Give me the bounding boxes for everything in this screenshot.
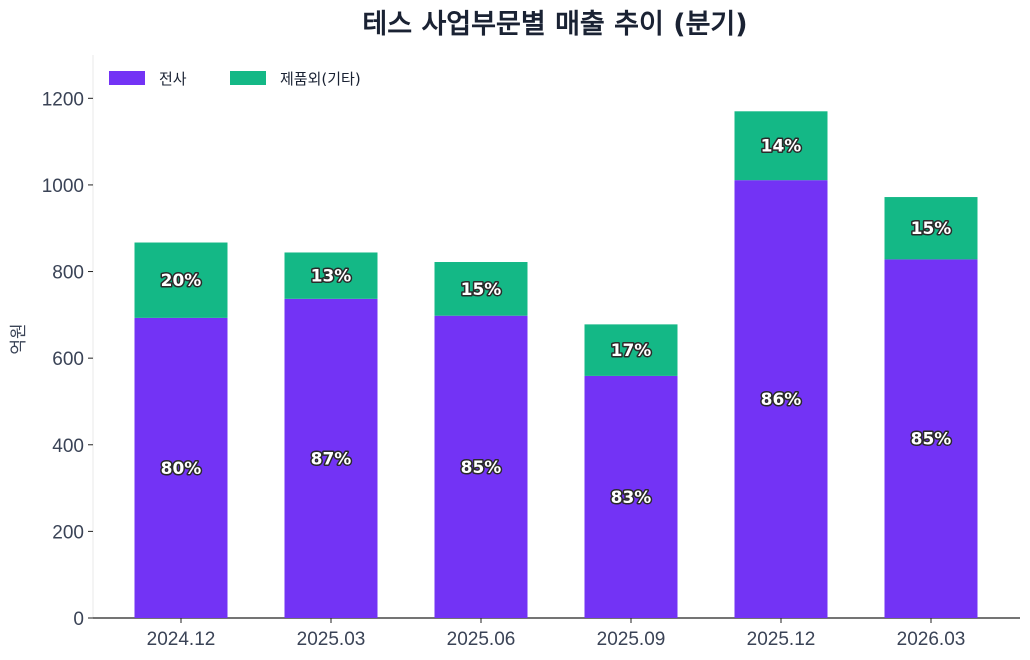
legend-swatch <box>109 71 145 85</box>
bar-segment <box>284 298 378 618</box>
x-tick-label: 2025.09 <box>597 629 666 650</box>
x-tick-label: 2025.03 <box>297 629 366 650</box>
bar-segment <box>584 324 678 376</box>
data-label: 14% <box>761 137 802 157</box>
data-label: 17% <box>611 341 652 361</box>
data-label: 83% <box>611 488 652 508</box>
y-tick-label: 800 <box>52 263 84 284</box>
legend-label: 제품외(기타) <box>280 70 361 88</box>
data-label: 13% <box>311 267 352 287</box>
bar-segment <box>134 317 228 618</box>
y-tick-label: 1200 <box>42 89 84 110</box>
x-tick-label: 2024.12 <box>147 629 216 650</box>
bars <box>134 111 978 618</box>
bar-segment <box>434 262 528 316</box>
data-label: 85% <box>911 430 952 450</box>
bar-segment <box>584 375 678 618</box>
legend: 전사 제품외(기타) <box>109 70 361 88</box>
y-tick-label: 1000 <box>42 176 84 197</box>
legend-swatch <box>230 71 266 85</box>
x-tick-label: 2025.06 <box>447 629 516 650</box>
y-tick-label: 400 <box>52 436 84 457</box>
data-label: 20% <box>161 271 202 291</box>
bar-segment <box>284 252 378 299</box>
data-label: 86% <box>761 390 802 410</box>
data-label: 87% <box>311 449 352 469</box>
bar-segment <box>734 180 828 618</box>
x-tick-label: 2025.12 <box>747 629 816 650</box>
bar-segment <box>434 315 528 618</box>
y-tick-label: 200 <box>52 522 84 543</box>
bar-segment <box>134 242 228 318</box>
y-tick-label: 600 <box>52 349 84 370</box>
data-label: 15% <box>911 219 952 239</box>
data-label: 80% <box>161 459 202 479</box>
legend-label: 전사 <box>159 70 187 88</box>
x-tick-label: 2026.03 <box>897 629 966 650</box>
data-label: 15% <box>461 280 502 300</box>
bar-segment <box>884 259 978 618</box>
bar-segment <box>734 111 828 181</box>
data-label: 85% <box>461 458 502 478</box>
bar-segment <box>884 197 978 260</box>
data-labels: 80% 20% 87% 13% 85% 15% 83% 17% 86% 14% 85% 15% <box>159 135 953 509</box>
chart-title: 테스 사업부문별 매출 추이 (분기) <box>362 9 747 40</box>
y-axis-label: 억원 <box>9 323 29 354</box>
y-tick-label: 0 <box>73 609 84 630</box>
axes: 0 200 400 600 800 1000 1200 2024.12 2025.03 2025.… <box>42 55 1020 650</box>
